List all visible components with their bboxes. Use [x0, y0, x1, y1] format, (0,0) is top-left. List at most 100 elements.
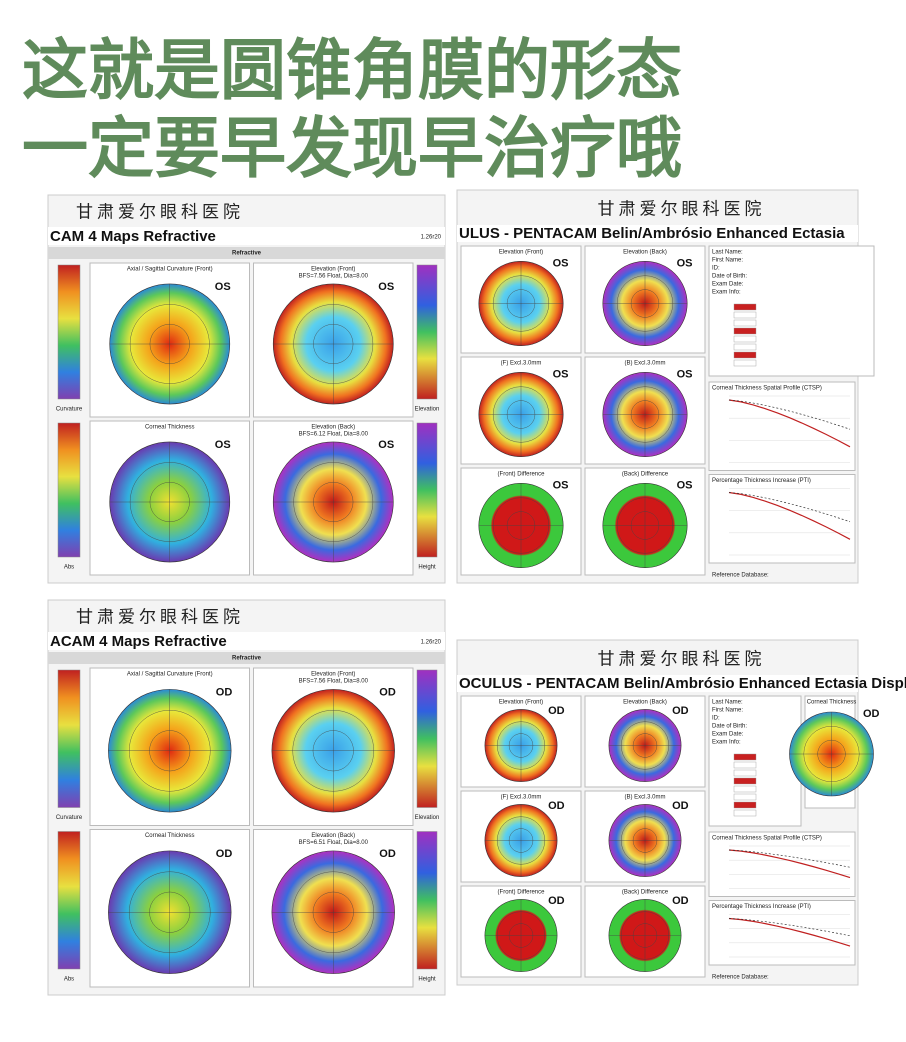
- info-value: [733, 335, 757, 343]
- map-label: Elevation (Back): [311, 425, 355, 431]
- eye-label: OS: [553, 368, 569, 380]
- scale-label: Abs: [64, 565, 74, 571]
- eye-label: OD: [672, 705, 689, 717]
- scale-label: Curvature: [56, 815, 83, 821]
- color-scale: [416, 264, 438, 400]
- map-label: Axial / Sagittal Curvature (Front): [127, 267, 213, 273]
- info-value: [733, 343, 757, 351]
- eye-label: OD: [672, 895, 689, 907]
- info-label: Exam Info:: [712, 740, 741, 746]
- eye-label: OD: [379, 686, 396, 698]
- panel-title: ULUS - PENTACAM Belin/Ambrósio Enhanced …: [459, 225, 845, 242]
- map-label: (Back) Difference: [622, 890, 669, 896]
- eye-label: OS: [215, 439, 231, 451]
- hospital-name: 甘肃爱尔眼科医院: [598, 200, 766, 220]
- eye-label: OS: [378, 439, 394, 451]
- map-sub: BFS=6.51 Float, Dia=8.00: [299, 840, 369, 846]
- graph-title: Corneal Thickness Spatial Profile (CTSP): [712, 836, 822, 842]
- color-scale: [57, 422, 81, 558]
- info-value: [733, 319, 757, 327]
- version: 1.26r20: [421, 640, 442, 646]
- map-label: (Back) Difference: [622, 472, 669, 478]
- eye-label: OS: [677, 257, 693, 269]
- info-label: First Name:: [712, 708, 743, 714]
- map-label: (B) Excl.3.0mm: [624, 795, 665, 801]
- info-value: [733, 793, 757, 801]
- eye-label: OD: [379, 848, 396, 860]
- eye-label: OD: [548, 800, 565, 812]
- info-value: [733, 359, 757, 367]
- color-scale: [416, 831, 438, 970]
- color-scale: [416, 422, 438, 558]
- map-label: Elevation (Front): [499, 250, 543, 256]
- reference-label: Reference Database:: [712, 573, 769, 579]
- scale-label: Elevation: [415, 407, 440, 413]
- graph-norm: [728, 492, 851, 523]
- info-value: [733, 303, 757, 311]
- graph-title: Percentage Thickness Increase (PTI): [712, 904, 811, 910]
- reference-label: Reference Database:: [712, 975, 769, 981]
- map-label: Elevation (Front): [311, 672, 355, 678]
- eye-label: OS: [378, 281, 394, 293]
- color-scale: [57, 669, 81, 808]
- panels: 甘肃爱尔眼科医院 CAM 4 Maps Refractive 1.26r20 Refr…: [47, 189, 906, 996]
- info-label: ID:: [712, 716, 720, 722]
- section-bar: [48, 247, 445, 259]
- info-value: [733, 809, 757, 817]
- info-value: [733, 351, 757, 359]
- hospital-name: 甘肃爱尔眼科医院: [76, 608, 244, 628]
- eye-label: OS: [677, 479, 693, 491]
- info-value: [733, 311, 757, 319]
- eye-label: OS: [677, 368, 693, 380]
- title-bar: [457, 675, 858, 692]
- info-value: [733, 327, 757, 335]
- map-sub: BFS=7.56 Float, Dia=8.00: [299, 274, 369, 280]
- color-scale: [416, 669, 438, 808]
- map-label: (Front) Difference: [498, 890, 546, 896]
- graph-curve: [728, 917, 851, 947]
- map-label: Corneal Thickness: [807, 700, 857, 706]
- graph-curve: [728, 399, 851, 448]
- map-label: Axial / Sagittal Curvature (Front): [127, 672, 213, 678]
- graph-title: Percentage Thickness Increase (PTI): [712, 478, 811, 484]
- panel-title: OCULUS - PENTACAM Belin/Ambrósio Enhance…: [459, 675, 906, 692]
- section-label: Refractive: [232, 656, 262, 662]
- eye-label: OD: [216, 848, 233, 860]
- color-scale: [57, 831, 81, 970]
- color-scale: [57, 264, 81, 400]
- scale-label: Curvature: [56, 407, 83, 413]
- map-label: Elevation (Back): [311, 833, 355, 839]
- eye-label: OD: [672, 800, 689, 812]
- eye-label: OD: [548, 895, 565, 907]
- map-label: Corneal Thickness: [145, 425, 195, 431]
- map-label: (Front) Difference: [498, 472, 546, 478]
- info-label: Last Name:: [712, 250, 743, 256]
- info-label: Exam Date:: [712, 282, 744, 288]
- scale-label: Abs: [64, 977, 74, 983]
- info-value: [733, 777, 757, 785]
- info-label: Date of Birth:: [712, 274, 747, 280]
- map-label: Corneal Thickness: [145, 833, 195, 839]
- headline: 这就是圆锥角膜的形态: [22, 32, 682, 109]
- graph-norm: [728, 399, 851, 430]
- eye-label: OS: [553, 257, 569, 269]
- info-value: [733, 753, 757, 761]
- info-value: [733, 769, 757, 777]
- section-label: Refractive: [232, 251, 262, 257]
- headline: 一定要早发现早治疗哦: [22, 110, 682, 187]
- graph-title: Corneal Thickness Spatial Profile (CTSP): [712, 386, 822, 392]
- version: 1.26r20: [421, 235, 442, 241]
- map-label: (B) Excl.3.0mm: [624, 361, 665, 367]
- hospital-name: 甘肃爱尔眼科医院: [598, 650, 766, 670]
- eye-label: OS: [215, 281, 231, 293]
- scale-label: Elevation: [415, 815, 440, 821]
- eye-label: OD: [548, 705, 565, 717]
- scale-label: Height: [418, 565, 436, 571]
- map-label: Elevation (Back): [623, 700, 667, 706]
- graph: [708, 900, 856, 966]
- eye-label: OD: [863, 708, 880, 720]
- scale-label: Height: [418, 977, 436, 983]
- info-label: ID:: [712, 266, 720, 272]
- map-label: Elevation (Front): [311, 267, 355, 273]
